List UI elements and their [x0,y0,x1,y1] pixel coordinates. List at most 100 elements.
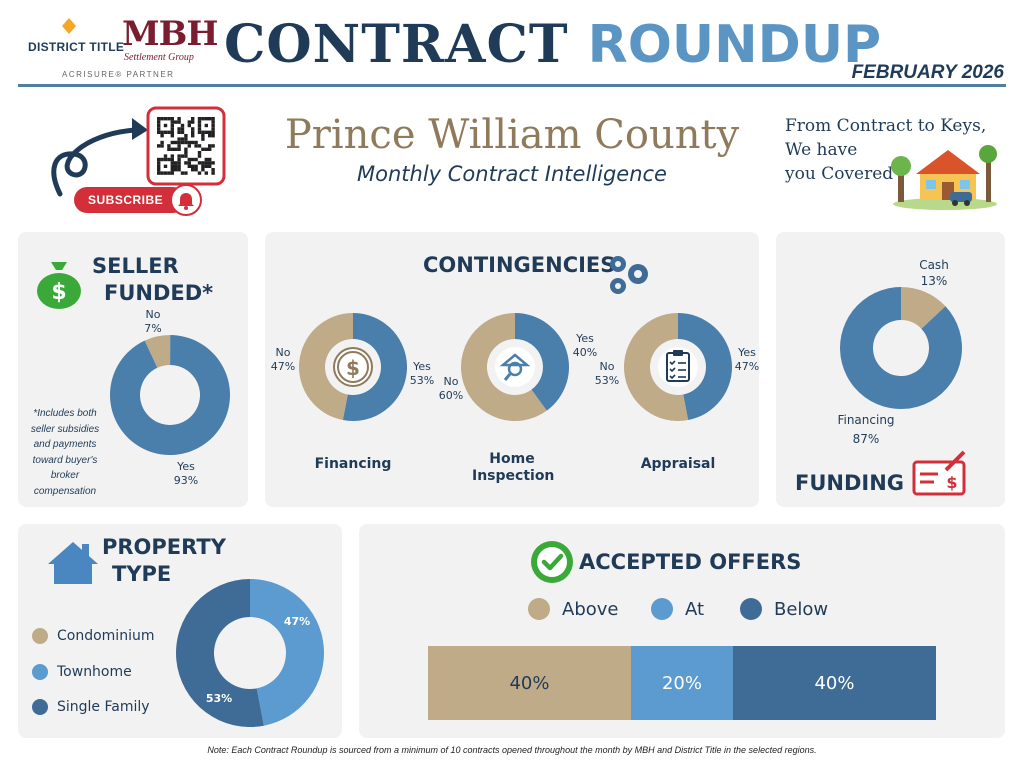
report-subtitle: Monthly Contract Intelligence [357,162,667,186]
curved-arrow-icon [51,118,148,197]
seller-funded-title-line-1: SELLER [92,254,179,278]
legend-townhome-swatch [32,664,48,680]
property-type-title-line-1: PROPERTY [102,535,226,559]
bar-segment-label-below: 40% [814,672,855,694]
seller-no-category: No [145,308,161,321]
footnote: Note: Each Contract Roundup is sourced f… [207,745,817,755]
legend-at: At [651,598,704,620]
bar-segment-below: 40% [733,646,936,720]
donut-slice-no [461,313,547,421]
appraisal-donut-chart [624,313,732,421]
donut-slice-yes [678,313,732,421]
financing-yes-value: 53% [409,374,435,387]
inspection-no-value: 60% [438,389,464,402]
tagline-line-2: We have [785,140,858,160]
funding-financing-category: Financing [837,413,895,427]
appraisal-yes-value: 47% [734,360,760,373]
seller-yes-value: 93% [173,474,199,487]
funding-cash-category: Cash [919,258,949,272]
funding-title: FUNDING [795,471,905,495]
home-inspection-chart-title: Home Inspection [472,451,555,484]
issue-month: FEBRUARY 2026 [851,62,1004,83]
svg-text:$: $ [946,473,957,492]
seller-no-label: No 7% [133,308,173,336]
legend-at-label: At [685,598,705,620]
funding-cash-value: 13% [920,274,948,288]
seller-yes-category: Yes [177,460,195,473]
title-part-roundup: ROUNDUP [587,15,882,75]
check-circle-icon [531,541,573,583]
legend-below-swatch [740,598,762,620]
inspection-no-label: No 60% [436,375,466,403]
property-type-title-line-2: TYPE [112,562,172,586]
appraisal-no-value: 53% [594,374,620,387]
qr-code-icon[interactable] [146,106,226,186]
acrisure-partner: ACRISURE® PARTNER [62,70,175,79]
dollar-coin-icon: $ [333,347,373,387]
donut-slice-financing [840,287,962,409]
district-title-logo-icon [62,18,76,34]
bar-segment-above: 40% [428,646,631,720]
inspection-yes-value: 40% [572,346,598,359]
appraisal-yes-label: Yes 47% [732,346,762,374]
financing-no-category: No [275,346,291,359]
financing-yes-category: Yes [413,360,431,373]
legend-below: Below [740,598,828,620]
financing-no-label: No 47% [268,346,298,374]
gears-icon [610,256,648,294]
financing-chart-title: Financing [314,456,392,472]
financing-yes-label: Yes 53% [407,360,437,388]
seller-funded-title: SELLER FUNDED* [92,253,213,307]
svg-text:$: $ [51,280,66,305]
legend-condominium-label: Condominium [57,628,155,644]
donut-slice-single-family [175,579,264,727]
header-divider [18,84,1006,87]
money-bag-icon: $ [37,262,81,309]
donut-slice-no [624,313,689,421]
funding-financing-label: Financing 87% [830,411,902,449]
donut-slice-no [144,335,171,368]
accepted-offers-title: ACCEPTED OFFERS [579,550,802,574]
tagline-line-1: From Contract to Keys, [785,116,987,136]
legend-at-swatch [651,598,673,620]
subscribe-label: SUBSCRIBE [88,193,164,207]
legend-condominium: Condominium [32,628,154,644]
contingencies-title: CONTINGENCIES [423,253,616,277]
appraisal-no-category: No [599,360,615,373]
appraisal-yes-category: Yes [738,346,756,359]
property-type-donut-chart [175,579,324,727]
legend-below-label: Below [774,598,829,620]
home-inspection-donut-chart [461,313,569,421]
legend-above-swatch [528,598,550,620]
house-icon [48,542,98,584]
inspection-no-category: No [443,375,459,388]
bar-segment-at: 20% [631,646,733,720]
legend-single-family: Single Family [32,699,150,715]
district-title-logo: DISTRICT TITLE [28,40,125,54]
financing-no-value: 47% [270,360,296,373]
county-name: Prince William County [284,112,740,158]
check-payment-icon: $ [912,450,966,496]
property-townhome-value: 47% [283,615,311,628]
tagline-line-3: you Covered [785,164,894,184]
seller-no-value: 7% [144,322,162,335]
funding-panel [776,232,1005,507]
bell-icon [170,184,202,216]
svg-text:$: $ [346,356,360,380]
seller-funded-donut-chart [110,335,231,455]
appraisal-no-label: No 53% [592,360,622,388]
seller-funded-note: *Includes both seller subsidies and paym… [30,408,100,497]
funding-cash-label: Cash 13% [904,257,964,289]
appraisal-chart-title: Appraisal [640,456,716,472]
seller-funded-title-line-2: FUNDED* [104,281,214,305]
inspection-yes-category: Yes [576,332,594,345]
legend-townhome-label: Townhome [57,664,132,680]
tagline: From Contract to Keys, We have you Cover… [785,114,986,186]
clipboard-checklist-icon [658,347,698,387]
legend-above-label: Above [562,598,619,620]
mbh-logo: MBH [122,14,218,54]
legend-condominium-swatch [32,628,48,644]
legend-townhome: Townhome [32,664,132,680]
legend-single-family-swatch [32,699,48,715]
subscribe-button[interactable]: SUBSCRIBE [74,187,186,213]
